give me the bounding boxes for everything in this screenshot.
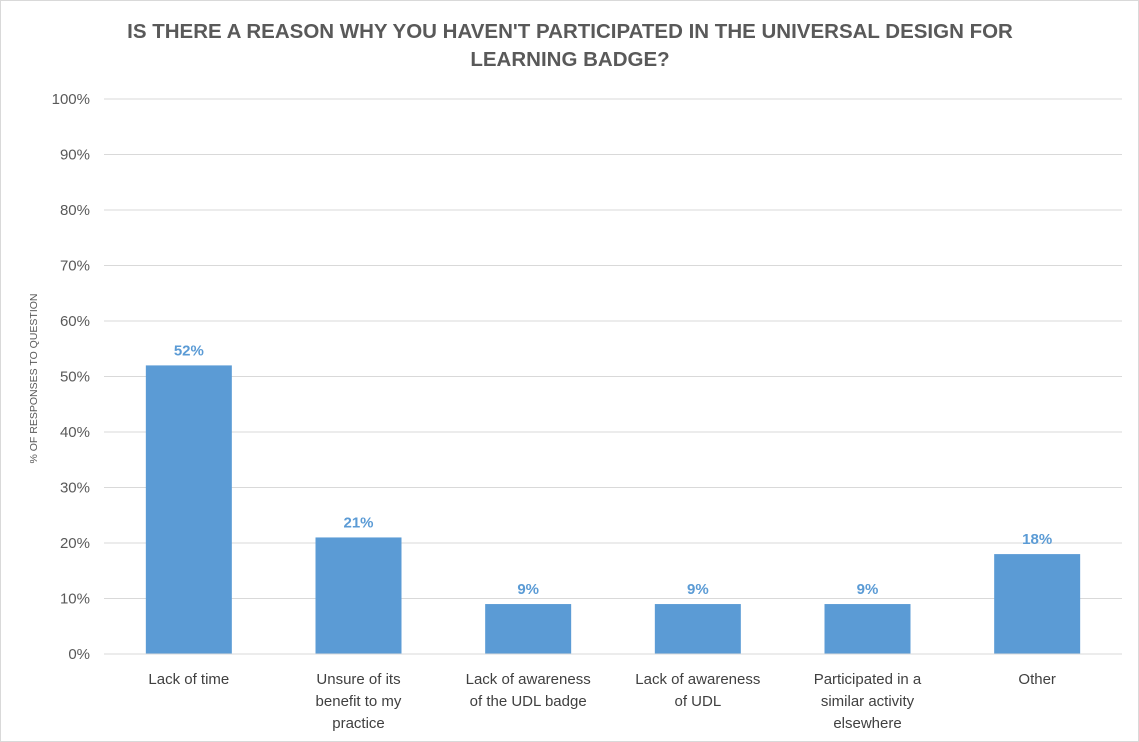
y-tick-label: 80% <box>60 202 90 219</box>
category-label: Unsure of its benefit to my practice <box>316 671 402 732</box>
data-label: 9% <box>517 581 539 598</box>
bar <box>994 554 1081 654</box>
category-label: Lack of time <box>148 671 229 688</box>
data-label: 9% <box>857 581 879 598</box>
data-label: 18% <box>1022 531 1052 548</box>
y-tick-label: 0% <box>68 646 90 663</box>
y-tick-label: 10% <box>60 591 90 608</box>
data-label: 21% <box>343 514 373 531</box>
category-label: Participated in a similar activity elsewhe… <box>814 671 922 732</box>
category-label: Lack of awareness of the UDL badge <box>466 671 591 710</box>
y-axis-title: % OF RESPONSES TO QUESTION <box>28 294 40 464</box>
category-label: Other <box>1018 671 1056 688</box>
y-tick-label: 40% <box>60 424 90 441</box>
bar <box>315 537 402 654</box>
bar <box>824 604 911 654</box>
y-tick-label: 100% <box>52 91 90 108</box>
category-label: Lack of awareness of UDL <box>635 671 760 710</box>
bar <box>485 604 572 654</box>
data-label: 9% <box>687 581 709 598</box>
data-label: 52% <box>174 342 204 359</box>
bar <box>654 604 741 654</box>
y-tick-label: 50% <box>60 369 90 386</box>
y-tick-label: 90% <box>60 147 90 164</box>
y-tick-label: 30% <box>60 480 90 497</box>
y-tick-label: 70% <box>60 258 90 275</box>
chart-title: IS THERE A REASON WHY YOU HAVEN'T PARTIC… <box>127 20 1013 71</box>
y-tick-label: 20% <box>60 535 90 552</box>
bar <box>145 365 232 654</box>
y-tick-label: 60% <box>60 313 90 330</box>
